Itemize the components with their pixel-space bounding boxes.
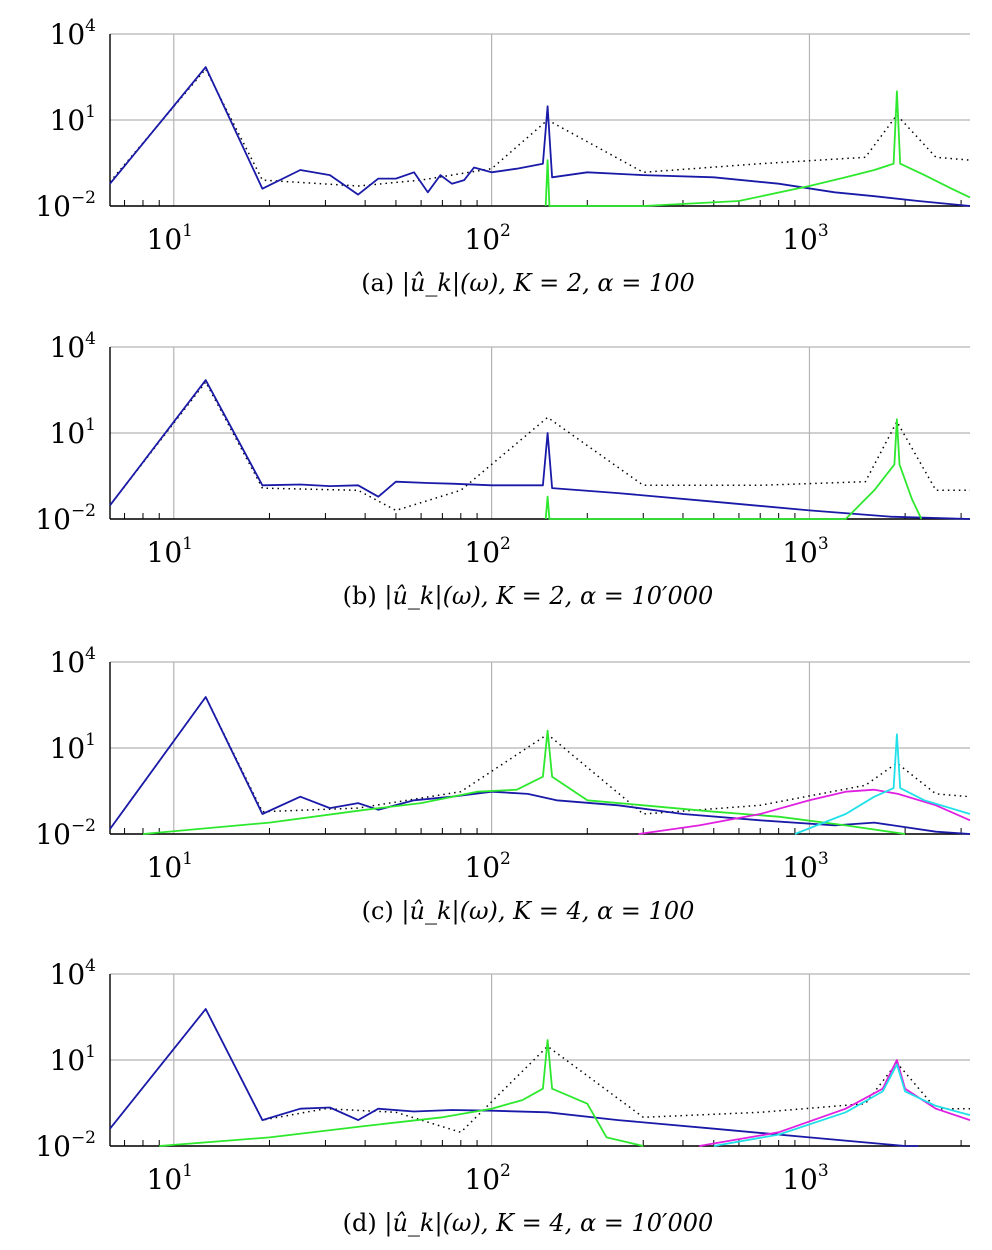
y-tick-label: 101 [50, 102, 96, 137]
y-tick-label: 104 [50, 644, 96, 679]
panel-2: 104 101 10−2 101 102 103 (c) |û_k|(ω), K = 4, … [35, 644, 971, 926]
panel-1: 104 101 10−2 101 102 103 (b) |û_k|(ω), K = 2, … [35, 329, 971, 611]
x-tick-label: 103 [782, 534, 828, 569]
x-tick-label: 101 [147, 221, 193, 256]
x-tick-label: 102 [464, 534, 510, 569]
x-tick-label: 102 [464, 1161, 510, 1196]
series-mode4 [713, 1063, 971, 1147]
series-mode1 [109, 696, 971, 835]
series-signal [109, 696, 971, 830]
x-tick-label: 102 [464, 849, 510, 884]
x-tick-label: 101 [147, 849, 193, 884]
y-tick-label: 104 [50, 329, 96, 364]
series-mode2 [544, 418, 923, 520]
series-mode3 [638, 788, 971, 835]
panel-caption: (d) |û_k|(ω), K = 4, α = 10′000 [343, 1209, 714, 1238]
panel-3: 104 101 10−2 101 102 103 (d) |û_k|(ω), K = 4, … [35, 956, 971, 1238]
y-tick-label: 10−2 [35, 1128, 96, 1163]
y-tick-label: 10−2 [35, 188, 96, 223]
series-mode3 [699, 1059, 971, 1147]
y-tick-label: 101 [50, 415, 96, 450]
series-mode2 [142, 729, 906, 835]
y-tick-label: 101 [50, 730, 96, 765]
series-signal [109, 381, 970, 512]
panel-caption: (b) |û_k|(ω), K = 2, α = 10′000 [343, 582, 714, 611]
panel-0: 104 101 10−2 101 102 103 (a) |û_k|(ω), K = 2, … [35, 16, 971, 298]
panel-caption: (a) |û_k|(ω), K = 2, α = 100 [361, 269, 695, 298]
x-tick-label: 101 [147, 534, 193, 569]
panel-caption: (c) |û_k|(ω), K = 4, α = 100 [362, 897, 695, 926]
series-mode1 [109, 1008, 919, 1147]
series-mode1 [109, 66, 971, 207]
series-mode2 [159, 1039, 644, 1147]
series-mode4 [794, 733, 971, 835]
series-mode1 [109, 379, 971, 520]
x-tick-label: 103 [782, 221, 828, 256]
x-tick-label: 103 [782, 1161, 828, 1196]
y-tick-label: 104 [50, 956, 96, 991]
x-tick-label: 103 [782, 849, 828, 884]
y-tick-label: 104 [50, 16, 96, 51]
y-tick-label: 10−2 [35, 501, 96, 536]
series-mode2 [544, 90, 971, 207]
y-tick-label: 10−2 [35, 816, 96, 851]
x-tick-label: 102 [464, 221, 510, 256]
x-tick-label: 101 [147, 1161, 193, 1196]
y-tick-label: 101 [50, 1042, 96, 1077]
series-signal [109, 68, 971, 187]
